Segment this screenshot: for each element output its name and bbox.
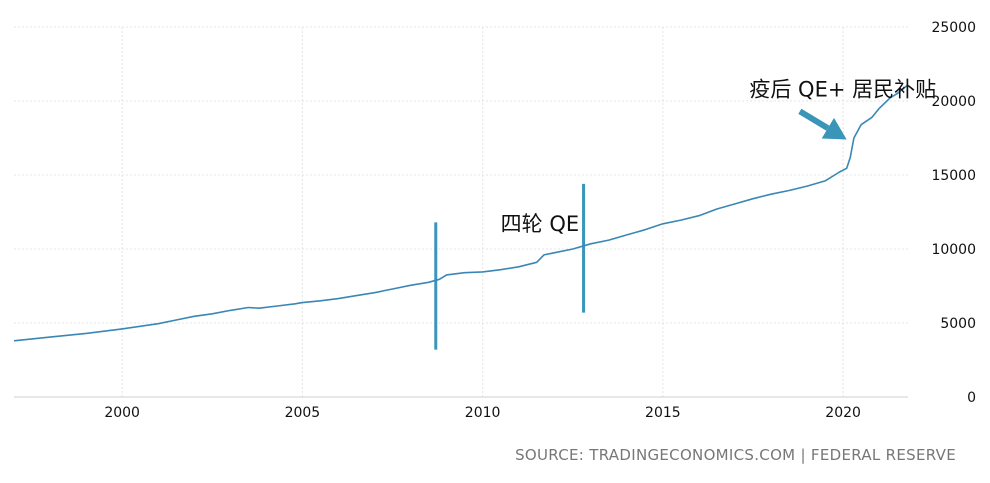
source-label: SOURCE: TRADINGECONOMICS.COM | FEDERAL R… <box>515 446 956 464</box>
y-tick-label: 15000 <box>931 168 976 184</box>
annotation-label: 疫后 QE+ 居民补贴 <box>749 78 936 102</box>
annotation-arrow-shaft <box>798 108 830 131</box>
chart-marks <box>13 84 909 350</box>
y-tick-label: 5000 <box>940 316 976 332</box>
axis-ticks: 0 5000 10000 15000 20000 25000 2000 2005 2010 201… <box>104 20 976 421</box>
x-tick-label: 2000 <box>104 405 140 421</box>
y-tick-label: 20000 <box>931 94 976 110</box>
series-line <box>13 84 909 342</box>
y-tick-label: 0 <box>967 390 976 406</box>
x-tick-label: 2015 <box>645 405 681 421</box>
x-tick-label: 2020 <box>825 405 861 421</box>
x-tick-label: 2005 <box>285 405 321 421</box>
annotation-arrow-head <box>821 117 847 140</box>
annotation-label: 四轮 QE <box>501 212 579 236</box>
annotations: 四轮 QE 疫后 QE+ 居民补贴 <box>501 78 936 237</box>
y-tick-label: 25000 <box>931 20 976 36</box>
y-tick-label: 10000 <box>931 242 976 258</box>
x-tick-label: 2010 <box>465 405 501 421</box>
